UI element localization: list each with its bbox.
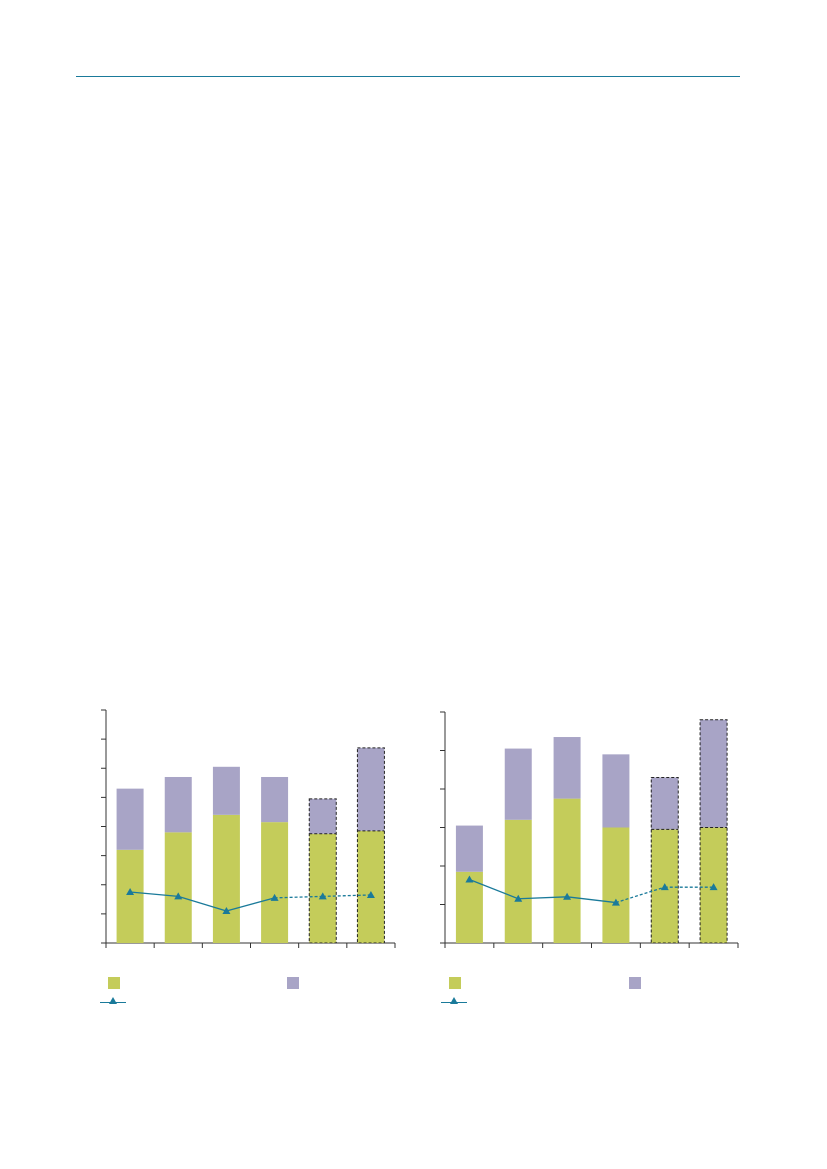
legend-line-symbol: [100, 997, 126, 1009]
legend-swatch-base: [108, 977, 120, 989]
line-marker: [174, 892, 183, 900]
bar-projection-outline: [308, 798, 337, 944]
line-segment: [130, 891, 179, 898]
bar-top: [455, 825, 483, 872]
line-segment: [567, 896, 616, 904]
legend-top-right: [629, 977, 647, 989]
legend-line-symbol: [441, 997, 467, 1009]
header-rule: [76, 76, 740, 77]
line-marker: [366, 890, 375, 898]
line-marker: [465, 875, 474, 883]
bar-base: [553, 798, 581, 943]
bar-top: [357, 747, 385, 831]
line-segment-projected: [615, 886, 665, 904]
bar-top: [553, 737, 581, 799]
bar-base: [602, 827, 630, 943]
bar-base: [212, 814, 240, 943]
line-segment-projected: [322, 894, 371, 898]
bar-projection-outline: [356, 747, 385, 944]
line-marker: [126, 888, 135, 896]
bar-top: [116, 788, 144, 850]
line-segment: [178, 895, 227, 912]
bar-top: [164, 776, 192, 833]
line-marker: [611, 898, 620, 906]
bar-top: [651, 777, 679, 830]
line-marker: [318, 892, 327, 900]
legend-line-left: [100, 997, 132, 1009]
line-marker: [270, 893, 279, 901]
bar-base: [504, 819, 532, 943]
line-marker: [563, 892, 572, 900]
legend-swatch-base: [449, 977, 461, 989]
bar-top: [309, 798, 337, 834]
line-marker: [222, 906, 231, 914]
legend-top-left: [287, 977, 305, 989]
line-marker: [514, 894, 523, 902]
bar-base: [164, 832, 192, 943]
bar-base: [116, 849, 144, 943]
bar-top: [212, 766, 240, 815]
bar-base: [357, 830, 385, 943]
bar-base: [309, 833, 337, 943]
line-marker: [709, 883, 718, 891]
bar-top: [261, 776, 289, 823]
legend-swatch-top: [629, 977, 641, 989]
legend-swatch-top: [287, 977, 299, 989]
line-segment: [226, 897, 275, 912]
bar-projection-outline: [650, 776, 679, 944]
line-marker: [660, 883, 669, 891]
bar-top: [602, 754, 630, 828]
line-segment-projected: [274, 895, 323, 899]
bar-top: [700, 719, 728, 828]
legend-base-right: [449, 977, 467, 989]
line-segment: [469, 878, 519, 900]
bar-base: [261, 822, 289, 943]
legend-base-left: [108, 977, 126, 989]
bar-top: [504, 748, 532, 820]
line-segment: [518, 896, 568, 900]
legend-line-right: [441, 997, 473, 1009]
